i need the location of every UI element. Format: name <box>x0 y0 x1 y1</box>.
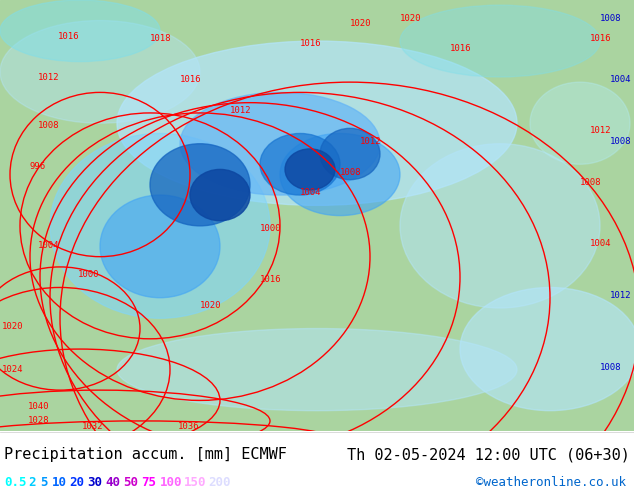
Text: 996: 996 <box>30 162 46 171</box>
Ellipse shape <box>0 0 160 62</box>
Text: 1012: 1012 <box>360 137 382 146</box>
Text: 1020: 1020 <box>200 301 221 310</box>
Text: ©weatheronline.co.uk: ©weatheronline.co.uk <box>476 476 626 489</box>
Text: 1004: 1004 <box>590 240 612 248</box>
Text: 100: 100 <box>160 476 182 489</box>
Text: 1004: 1004 <box>38 242 60 250</box>
Text: 1024: 1024 <box>2 365 23 374</box>
Text: 1012: 1012 <box>230 106 252 115</box>
Text: 1012: 1012 <box>610 291 631 300</box>
Text: 20: 20 <box>70 476 84 489</box>
Text: 1018: 1018 <box>150 34 172 43</box>
Text: 1008: 1008 <box>580 178 602 187</box>
Text: 2: 2 <box>29 476 36 489</box>
Ellipse shape <box>400 5 600 77</box>
Text: 1016: 1016 <box>180 75 202 84</box>
Text: 1008: 1008 <box>600 14 621 23</box>
Ellipse shape <box>320 128 380 180</box>
Ellipse shape <box>285 149 335 190</box>
Text: 150: 150 <box>184 476 207 489</box>
Text: 1012: 1012 <box>38 73 60 82</box>
Ellipse shape <box>0 21 200 123</box>
Text: 1008: 1008 <box>38 122 60 130</box>
Ellipse shape <box>50 133 270 318</box>
Ellipse shape <box>100 195 220 298</box>
Ellipse shape <box>117 41 517 205</box>
Text: 1016: 1016 <box>590 34 612 43</box>
Text: 1016: 1016 <box>450 44 472 53</box>
Text: 1008: 1008 <box>600 363 621 371</box>
Text: 1020: 1020 <box>350 19 372 27</box>
Text: 1020: 1020 <box>400 14 422 23</box>
Text: 1004: 1004 <box>300 188 321 197</box>
Text: 1004: 1004 <box>610 75 631 84</box>
Text: 1008: 1008 <box>340 168 361 176</box>
Text: 1000: 1000 <box>260 224 281 233</box>
Text: Precipitation accum. [mm] ECMWF: Precipitation accum. [mm] ECMWF <box>4 447 287 463</box>
Text: 1040: 1040 <box>28 402 49 411</box>
Ellipse shape <box>150 144 250 226</box>
Ellipse shape <box>400 144 600 308</box>
Text: 1032: 1032 <box>82 422 103 431</box>
Ellipse shape <box>280 133 400 216</box>
Text: 1016: 1016 <box>58 32 79 41</box>
Text: 1036: 1036 <box>178 422 200 431</box>
Text: 1020: 1020 <box>590 0 612 2</box>
Text: Th 02-05-2024 12:00 UTC (06+30): Th 02-05-2024 12:00 UTC (06+30) <box>347 447 630 463</box>
Text: 200: 200 <box>209 476 231 489</box>
Text: 50: 50 <box>124 476 138 489</box>
Text: 1000: 1000 <box>78 270 100 279</box>
Text: 1020: 1020 <box>2 321 23 331</box>
Text: 1008: 1008 <box>610 137 631 146</box>
Text: 10: 10 <box>51 476 67 489</box>
Text: 5: 5 <box>40 476 48 489</box>
Text: 1012: 1012 <box>590 126 612 135</box>
Text: 0.5: 0.5 <box>4 476 27 489</box>
Ellipse shape <box>530 82 630 164</box>
Ellipse shape <box>460 288 634 411</box>
Ellipse shape <box>260 133 340 195</box>
Text: 1016: 1016 <box>260 275 281 284</box>
Text: 30: 30 <box>87 476 103 489</box>
Text: 1016: 1016 <box>300 39 321 48</box>
Ellipse shape <box>180 93 380 195</box>
Ellipse shape <box>190 170 250 220</box>
Text: 75: 75 <box>141 476 157 489</box>
Text: 1028: 1028 <box>28 416 49 425</box>
Text: 40: 40 <box>105 476 120 489</box>
Ellipse shape <box>117 328 517 411</box>
